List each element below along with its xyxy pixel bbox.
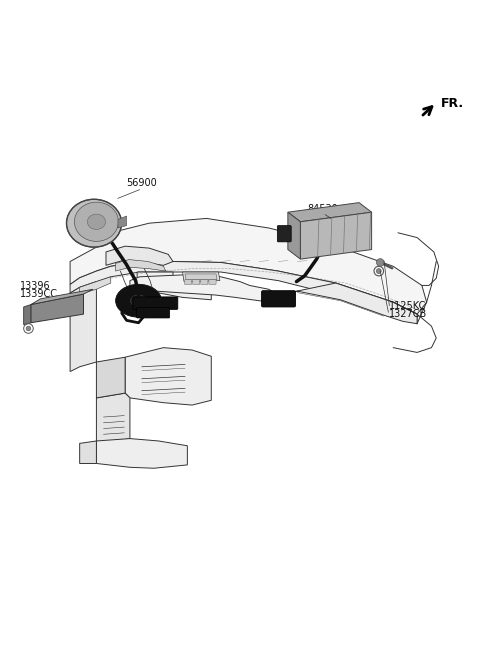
Polygon shape <box>130 275 278 302</box>
Polygon shape <box>185 274 217 280</box>
Circle shape <box>376 269 381 273</box>
Ellipse shape <box>116 284 161 317</box>
FancyBboxPatch shape <box>137 307 169 318</box>
Polygon shape <box>125 348 211 405</box>
Text: 1339CC: 1339CC <box>20 289 58 300</box>
Text: 1327CB: 1327CB <box>389 309 428 319</box>
Polygon shape <box>96 357 125 398</box>
Circle shape <box>376 259 384 266</box>
FancyBboxPatch shape <box>277 225 291 242</box>
Polygon shape <box>118 216 127 228</box>
FancyBboxPatch shape <box>133 297 178 309</box>
Circle shape <box>26 326 31 331</box>
FancyBboxPatch shape <box>184 280 192 284</box>
Text: 1125KC: 1125KC <box>389 300 427 311</box>
Polygon shape <box>80 441 96 463</box>
Polygon shape <box>300 212 372 259</box>
Ellipse shape <box>87 214 106 229</box>
Text: 56900: 56900 <box>127 178 157 189</box>
Text: FR.: FR. <box>441 97 464 110</box>
Polygon shape <box>137 272 211 300</box>
Polygon shape <box>106 246 173 265</box>
FancyBboxPatch shape <box>201 280 208 284</box>
Polygon shape <box>31 294 84 323</box>
Polygon shape <box>96 439 187 468</box>
Polygon shape <box>116 260 166 271</box>
Polygon shape <box>70 261 417 324</box>
Polygon shape <box>271 283 417 324</box>
Ellipse shape <box>131 295 147 306</box>
FancyBboxPatch shape <box>209 280 216 284</box>
FancyBboxPatch shape <box>192 280 200 284</box>
Polygon shape <box>96 393 130 443</box>
Polygon shape <box>80 277 111 294</box>
Polygon shape <box>70 282 96 372</box>
Polygon shape <box>70 218 427 314</box>
Polygon shape <box>288 202 372 222</box>
Text: 88070: 88070 <box>124 304 155 313</box>
Polygon shape <box>31 289 93 305</box>
Ellipse shape <box>67 199 121 247</box>
Text: 13396: 13396 <box>20 281 50 291</box>
Polygon shape <box>182 272 220 282</box>
Text: 84530: 84530 <box>307 204 338 214</box>
Polygon shape <box>288 212 300 259</box>
Polygon shape <box>24 305 31 325</box>
FancyBboxPatch shape <box>262 290 296 307</box>
Ellipse shape <box>74 202 119 241</box>
